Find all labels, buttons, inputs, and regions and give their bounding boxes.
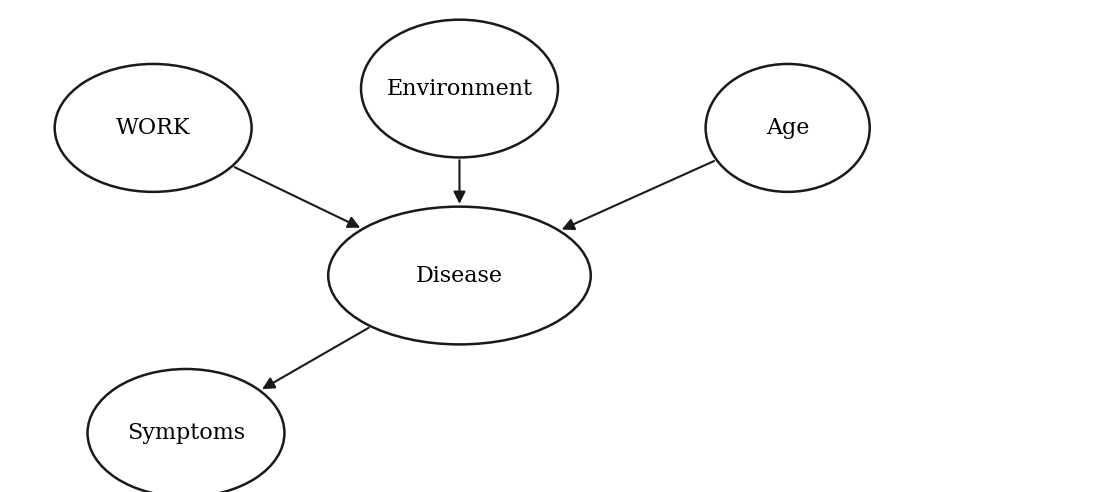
Text: Symptoms: Symptoms (127, 422, 245, 444)
Text: Environment: Environment (386, 78, 533, 99)
Text: WORK: WORK (116, 117, 190, 139)
Text: Disease: Disease (416, 265, 503, 286)
Text: Age: Age (766, 117, 810, 139)
